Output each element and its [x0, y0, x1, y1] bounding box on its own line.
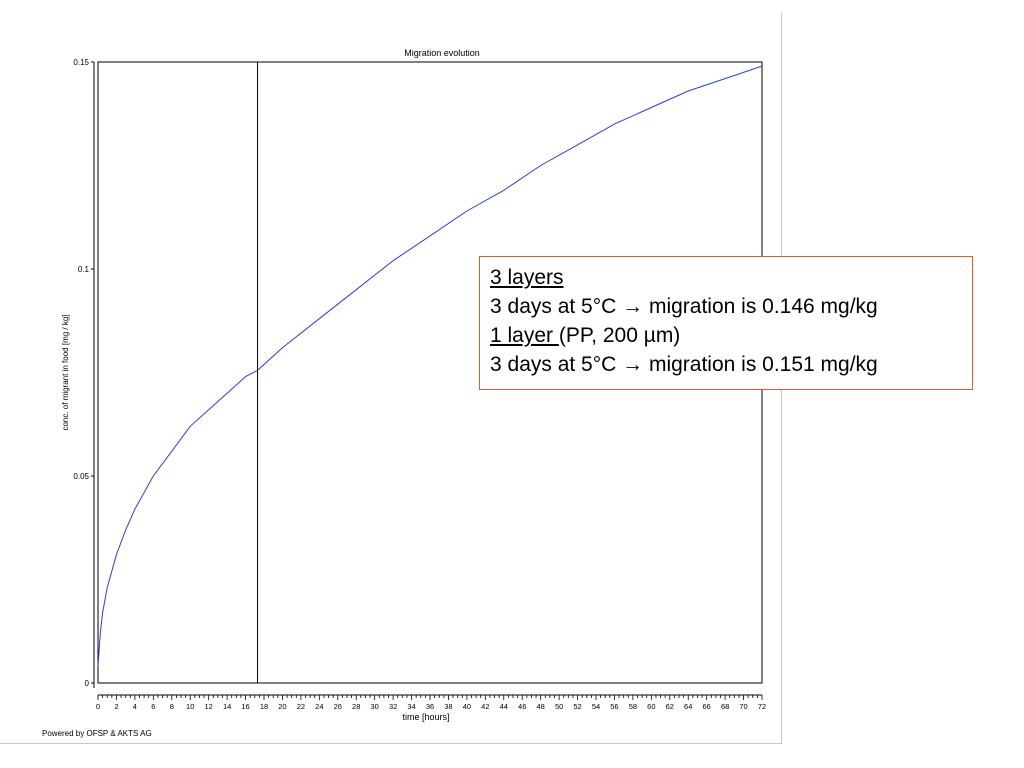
y-tick-label: 0.15: [73, 58, 89, 67]
callout-result-1-layer: 3 days at 5°C → migration is 0.151 mg/kg: [490, 353, 878, 376]
x-tick-label: 36: [426, 702, 434, 711]
x-tick-label: 56: [610, 702, 618, 711]
x-tick-label: 52: [573, 702, 581, 711]
x-tick-label: 44: [500, 702, 508, 711]
x-tick-label: 18: [260, 702, 268, 711]
annotation-callout: 3 layers 3 days at 5°C → migration is 0.…: [479, 256, 973, 390]
chart-title: Migration evolution: [404, 48, 480, 58]
x-tick-label: 64: [684, 702, 692, 711]
x-tick-label: 6: [151, 702, 155, 711]
x-tick-label: 48: [536, 702, 544, 711]
x-tick-label: 58: [629, 702, 637, 711]
y-tick-label: 0.1: [78, 265, 90, 274]
x-tick-label: 28: [352, 702, 360, 711]
x-tick-label: 34: [407, 702, 415, 711]
x-tick-label: 66: [702, 702, 710, 711]
x-tick-label: 16: [241, 702, 249, 711]
x-tick-label: 14: [223, 702, 231, 711]
x-tick-label: 20: [278, 702, 286, 711]
y-tick-label: 0: [85, 679, 90, 688]
x-tick-label: 50: [555, 702, 563, 711]
x-tick-label: 60: [647, 702, 655, 711]
x-tick-label: 8: [170, 702, 174, 711]
x-tick-label: 30: [370, 702, 378, 711]
x-tick-label: 26: [334, 702, 342, 711]
powered-by-label: Powered by OFSP & AKTS AG: [42, 729, 152, 738]
x-tick-label: 68: [721, 702, 729, 711]
migration-curve: [97, 65, 763, 667]
x-tick-label: 70: [739, 702, 747, 711]
x-tick-label: 12: [204, 702, 212, 711]
y-tick-label: 0.05: [73, 472, 89, 481]
x-tick-label: 72: [758, 702, 766, 711]
x-tick-label: 22: [297, 702, 305, 711]
x-tick-label: 24: [315, 702, 323, 711]
x-tick-label: 2: [114, 702, 118, 711]
callout-heading-1-layer: 1 layer (PP, 200 µm): [490, 321, 962, 350]
x-tick-label: 32: [389, 702, 397, 711]
x-tick-label: 46: [518, 702, 526, 711]
x-tick-label: 4: [133, 702, 137, 711]
x-axis-label: time [hours]: [402, 712, 449, 722]
migration-chart: Migration evolution 0 0.05 0.1 0.15 conc. of …: [61, 48, 766, 722]
x-tick-label: 62: [666, 702, 674, 711]
chart-panel: Migration evolution 0 0.05 0.1 0.15 conc. of …: [0, 12, 782, 744]
y-axis-label: conc. of migrant in food [mg / kg]: [61, 314, 70, 430]
x-tick-label: 40: [463, 702, 471, 711]
x-tick-label: 10: [186, 702, 194, 711]
x-tick-label: 42: [481, 702, 489, 711]
x-tick-label: 54: [592, 702, 600, 711]
x-tick-label: 38: [444, 702, 452, 711]
callout-heading-1-layer-label: 1 layer: [490, 324, 559, 347]
x-tick-label: 0: [96, 702, 100, 711]
callout-heading-3-layers: 3 layers: [490, 266, 564, 289]
callout-result-3-layers: 3 days at 5°C → migration is 0.146 mg/kg: [490, 295, 878, 318]
callout-heading-1-layer-detail: (PP, 200 µm): [558, 324, 681, 347]
